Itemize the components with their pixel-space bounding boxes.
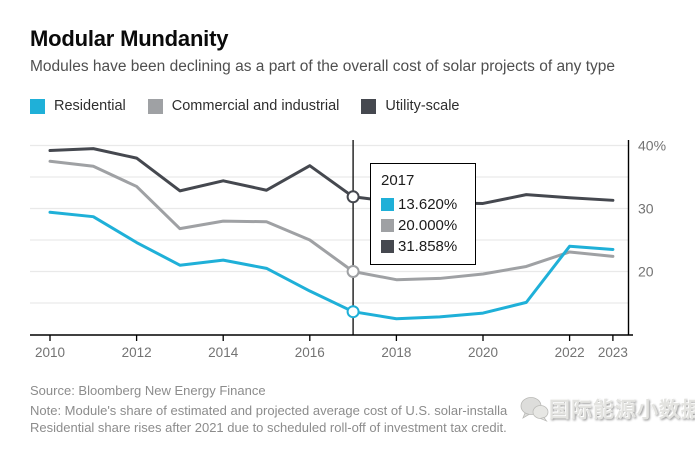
tooltip-year: 2017	[381, 172, 415, 189]
tooltip-value: 13.620%	[398, 196, 458, 213]
note-text-line1: Note: Module's share of estimated and pr…	[30, 403, 508, 418]
x-tick-label: 2016	[295, 345, 325, 360]
legend-item-label: Commercial and industrial	[171, 98, 340, 114]
legend-item-commercial[interactable]: Commercial and industrial	[147, 98, 340, 114]
legend-item-residential[interactable]: Residential	[30, 98, 126, 114]
tooltip-row-commercial: 20.000%	[381, 217, 467, 234]
y-tick-label: 40%	[638, 138, 666, 154]
watermark: 国际能源小数据	[519, 394, 695, 424]
legend-item-utility[interactable]: Utility-scale	[361, 98, 460, 114]
series-line-residential[interactable]	[48, 210, 615, 321]
residential-swatch-icon	[30, 98, 45, 114]
page-title: Modular Mundanity	[30, 26, 229, 51]
crosshair-marker-residential[interactable]	[346, 305, 360, 319]
crosshair-marker-commercial-and-industrial[interactable]	[346, 265, 360, 278]
series-line-commercial-and-industrial[interactable]	[48, 159, 615, 282]
chart-subtitle: Modules have been declining as a part of…	[30, 58, 616, 75]
utility-swatch-icon	[361, 98, 377, 114]
x-tick-label: 2023	[598, 345, 628, 360]
tooltip-row-residential: 13.620%	[381, 196, 467, 213]
tooltip-value: 20.000%	[398, 217, 458, 234]
x-tick-label: 2010	[35, 345, 65, 360]
tooltip-value: 31.858%	[398, 238, 458, 255]
y-tick-label: 20	[638, 264, 654, 280]
legend-item-label: Utility-scale	[385, 98, 460, 114]
chart-legend: Residential Commercial and industrial Ut…	[30, 98, 482, 114]
legend-item-label: Residential	[54, 98, 126, 114]
commercial-swatch-icon	[147, 98, 163, 114]
x-tick-label: 2014	[208, 345, 239, 360]
chart-tooltip: 2017 13.620% 20.000% 31.858%	[370, 163, 476, 265]
crosshair-marker-utility-scale[interactable]	[346, 190, 360, 204]
tooltip-row-utility: 31.858%	[381, 238, 467, 255]
wechat-logo-icon	[520, 397, 549, 422]
y-tick-label: 30	[638, 201, 654, 217]
note-text-line2: Residential share rises after 2021 due t…	[30, 420, 507, 435]
source-text: Source: Bloomberg New Energy Finance	[30, 383, 266, 398]
utility-swatch-icon	[381, 240, 394, 253]
series-line-utility-scale[interactable]	[48, 147, 615, 205]
x-tick-label: 2022	[555, 345, 585, 360]
x-tick-label: 2020	[468, 345, 498, 360]
commercial-swatch-icon	[381, 219, 394, 232]
x-tick-label: 2012	[122, 345, 152, 360]
watermark-text: 国际能源小数据	[549, 399, 695, 422]
residential-swatch-icon	[381, 198, 394, 211]
x-tick-label: 2018	[381, 345, 411, 360]
